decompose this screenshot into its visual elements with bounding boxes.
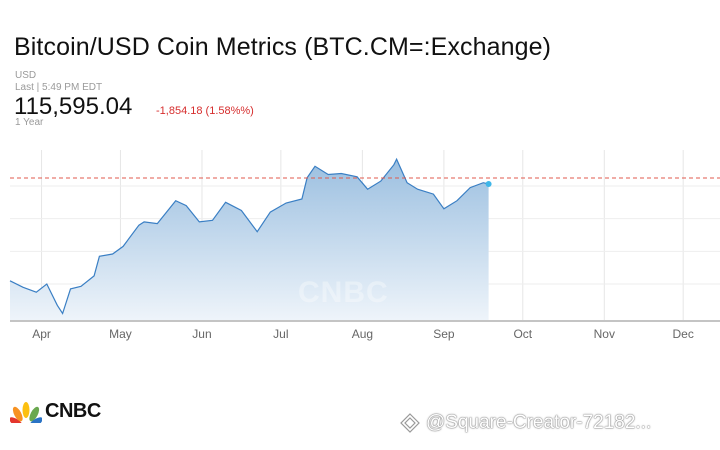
time-range-label[interactable]: 1 Year (15, 117, 44, 128)
peacock-icon (10, 401, 42, 423)
x-tick-label: Aug (352, 327, 373, 341)
x-tick-label: Oct (513, 327, 532, 341)
logo-text: CNBC (45, 400, 101, 422)
last-price-marker (485, 181, 492, 188)
diamond-logo-icon (400, 413, 420, 433)
cnbc-logo[interactable]: CNBC (10, 400, 101, 423)
x-tick-label: Dec (673, 327, 694, 341)
last-trade-time: Last | 5:49 PM EDT (15, 82, 103, 93)
x-tick-label: Jul (273, 327, 288, 341)
x-tick-label: Sep (433, 327, 455, 341)
currency-label: USD (15, 70, 37, 81)
price-change: -1,854.18 (1.58%%) (156, 105, 254, 117)
price-area (10, 159, 489, 320)
cnbc-watermark: CNBC (298, 276, 389, 309)
credit-text: @Square-Creator-72182... (426, 412, 652, 433)
x-tick-label: Apr (32, 327, 51, 341)
price-line (9, 157, 489, 315)
chart-title: Bitcoin/USD Coin Metrics (BTC.CM=:Exchan… (14, 33, 552, 61)
x-tick-label: Jun (192, 327, 211, 341)
price-chart[interactable]: Apr May Jun Jul Aug Sep Oct Nov Dec (0, 0, 720, 345)
last-price: 115,595.04 (14, 93, 133, 120)
x-axis-ticks: Apr May Jun Jul Aug Sep Oct Nov Dec (32, 327, 694, 341)
creator-credit: @Square-Creator-72182... (400, 412, 651, 434)
x-tick-label: Nov (594, 327, 615, 341)
x-tick-label: May (109, 327, 132, 341)
